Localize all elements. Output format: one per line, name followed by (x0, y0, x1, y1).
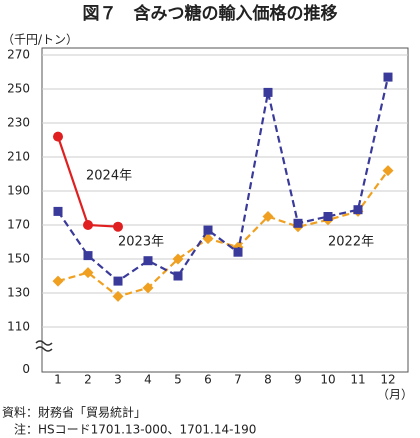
point (203, 225, 213, 235)
point (262, 211, 274, 222)
point (172, 253, 184, 265)
x-tick-label: 5 (174, 373, 182, 387)
point (112, 290, 124, 302)
series-line (57, 169, 389, 298)
x-tick-label: 3 (114, 373, 122, 387)
y-tick-label: 190 (7, 184, 30, 198)
point (263, 87, 273, 97)
x-axis-label: （月） (377, 388, 413, 402)
x-tick-label: 12 (380, 373, 395, 387)
point (382, 165, 394, 177)
point (323, 212, 333, 221)
y-tick-label: 170 (7, 218, 30, 232)
point (233, 247, 243, 257)
y-tick-label: 110 (7, 320, 30, 334)
x-tick-label: 8 (264, 373, 272, 387)
x-tick-label: 6 (204, 373, 212, 387)
point (113, 221, 123, 232)
y-tick-label: 250 (7, 82, 30, 96)
point (383, 72, 393, 82)
x-tick-label: 2 (84, 373, 92, 387)
point (353, 205, 363, 215)
y-tick-label: 210 (7, 150, 30, 164)
axis-break (35, 340, 53, 352)
point (143, 256, 153, 266)
x-tick-label: 11 (350, 373, 365, 387)
x-tick-label: 10 (320, 373, 335, 387)
series-label: 2024年 (86, 169, 132, 184)
series-line (57, 76, 390, 283)
x-tick-label: 7 (234, 373, 242, 387)
point (173, 271, 183, 281)
y-tick-label: 150 (7, 252, 30, 266)
point (53, 206, 63, 216)
x-tick-label: 4 (144, 373, 152, 387)
point (142, 282, 154, 294)
x-tick-label: 1 (54, 373, 62, 387)
plot-frame (41, 47, 409, 373)
point (53, 131, 63, 142)
marks (52, 72, 394, 302)
series-label: 2022年 (328, 235, 374, 250)
point (293, 218, 303, 228)
y-tick-label: 270 (7, 48, 30, 62)
source: 資料：財務省「貿易統計」 (2, 405, 146, 420)
y-tick-label: 130 (7, 286, 30, 300)
chart-title: 図７ 含みつ糖の輸入価格の推移 (83, 3, 338, 24)
y-tick-label: 230 (7, 116, 30, 130)
y-tick-label: 0 (22, 362, 30, 376)
point (113, 276, 123, 286)
point (83, 220, 93, 230)
point (52, 275, 64, 287)
x-tick-label: 9 (294, 373, 302, 387)
grid (42, 54, 408, 328)
point (82, 267, 94, 279)
note: 注：HSコード1701.13-000、1701.14-190 (14, 422, 256, 437)
point (83, 251, 93, 261)
series-label: 2023年 (118, 235, 164, 250)
y-axis-label: （千円/トン） (2, 33, 78, 47)
